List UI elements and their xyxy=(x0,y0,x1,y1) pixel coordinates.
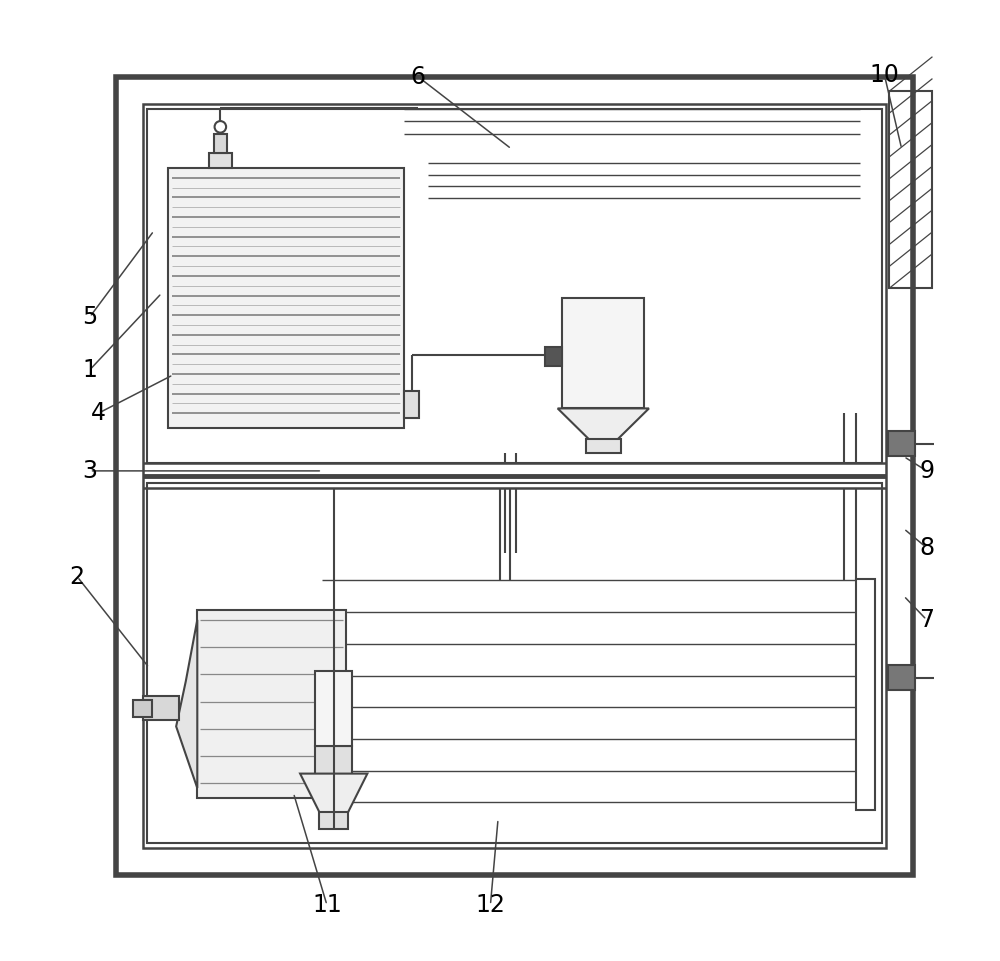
Text: 5: 5 xyxy=(82,306,97,329)
Bar xyxy=(143,696,179,720)
Text: 8: 8 xyxy=(919,536,934,559)
Text: 12: 12 xyxy=(475,894,505,917)
Polygon shape xyxy=(300,774,367,812)
Bar xyxy=(545,347,562,366)
Text: 9: 9 xyxy=(919,459,934,482)
Polygon shape xyxy=(176,620,197,788)
Text: 2: 2 xyxy=(70,565,85,588)
Bar xyxy=(586,439,621,453)
Bar xyxy=(888,665,915,690)
Bar xyxy=(197,610,346,798)
Text: 4: 4 xyxy=(91,402,106,425)
Text: 6: 6 xyxy=(411,65,426,88)
Bar xyxy=(562,298,644,408)
Bar xyxy=(168,168,404,428)
Bar xyxy=(888,431,915,456)
Polygon shape xyxy=(558,408,649,439)
Bar xyxy=(133,700,152,717)
Text: 1: 1 xyxy=(82,358,97,382)
Bar xyxy=(889,91,932,288)
Bar xyxy=(209,153,232,168)
Text: 7: 7 xyxy=(919,608,934,631)
Bar xyxy=(404,391,419,418)
Bar xyxy=(147,109,882,463)
Bar xyxy=(319,812,348,829)
Bar xyxy=(116,77,913,875)
Text: 10: 10 xyxy=(869,63,899,86)
Bar xyxy=(315,672,352,746)
Bar xyxy=(147,483,882,843)
Bar xyxy=(143,104,886,848)
Text: 11: 11 xyxy=(312,894,342,917)
Bar xyxy=(315,746,352,783)
Text: 3: 3 xyxy=(82,459,97,482)
Bar xyxy=(214,134,227,153)
Bar xyxy=(856,579,875,810)
